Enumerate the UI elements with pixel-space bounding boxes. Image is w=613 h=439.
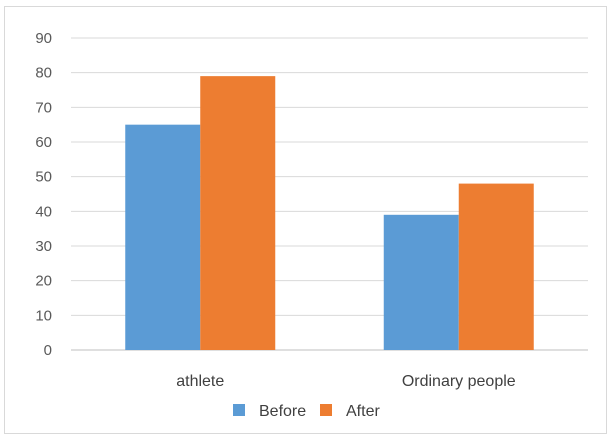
x-category-label-1: Ordinary people	[402, 373, 516, 390]
y-tick-label-30: 30	[35, 238, 52, 255]
bar-after-1	[458, 183, 534, 350]
y-axis: 0 10 20 30 40 50 60 70 80 90	[35, 30, 52, 359]
y-tick-label-80: 80	[35, 65, 52, 82]
y-tick-label-90: 90	[35, 30, 52, 47]
bar-after-0	[200, 76, 276, 350]
y-tick-label-60: 60	[35, 134, 52, 151]
y-tick-label-20: 20	[35, 273, 52, 290]
y-tick-label-50: 50	[35, 169, 52, 186]
legend-label-after: After	[346, 403, 380, 420]
legend-label-before: Before	[259, 403, 306, 420]
x-category-label-0: athlete	[176, 373, 224, 390]
y-tick-label-70: 70	[35, 99, 52, 116]
bar-before-0	[125, 124, 201, 351]
legend-swatch-before	[233, 404, 245, 416]
y-tick-label-0: 0	[44, 342, 52, 359]
bars	[125, 76, 534, 351]
y-tick-label-40: 40	[35, 203, 52, 220]
legend: Before After	[233, 403, 380, 420]
x-axis: athlete Ordinary people	[176, 373, 516, 390]
y-tick-label-10: 10	[35, 307, 52, 324]
bar-before-1	[383, 214, 459, 350]
legend-swatch-after	[320, 404, 332, 416]
